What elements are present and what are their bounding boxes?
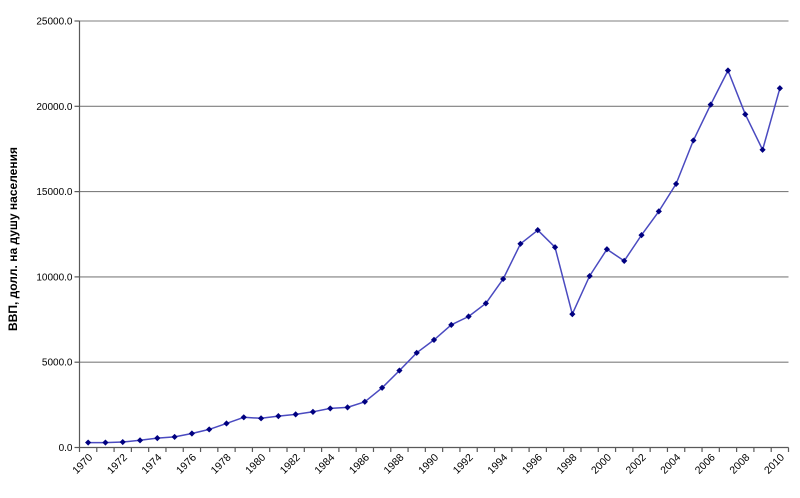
data-point-marker — [655, 208, 662, 215]
data-point-marker — [569, 310, 576, 318]
data-point-marker — [413, 349, 420, 356]
data-point-marker — [136, 437, 144, 444]
x-tick-label: 1994 — [485, 452, 510, 477]
x-tick-label: 1990 — [416, 452, 441, 477]
x-tick-label: 1984 — [312, 452, 337, 477]
y-axis-ticks — [74, 20, 80, 449]
data-point-marker — [379, 384, 386, 391]
data-point-marker — [603, 246, 611, 253]
y-tick-label: 15000.0 — [36, 187, 73, 198]
data-point-marker — [672, 180, 680, 188]
x-tick-label: 2004 — [658, 452, 683, 477]
data-point-marker — [586, 272, 593, 280]
data-point-marker — [534, 227, 541, 234]
data-point-marker — [85, 439, 92, 446]
gridlines — [79, 20, 789, 363]
x-tick-label: 1974 — [139, 452, 164, 477]
x-axis-ticks — [78, 447, 790, 452]
data-point-marker — [206, 426, 213, 433]
x-tick-label: 1976 — [174, 452, 199, 477]
data-point-marker — [465, 313, 472, 320]
x-tick-label: 1970 — [70, 452, 95, 477]
data-point-marker — [119, 438, 126, 446]
data-point-marker — [102, 439, 109, 446]
data-point-marker — [361, 398, 368, 405]
x-tick-label: 2010 — [762, 452, 787, 477]
data-point-marker — [430, 336, 438, 343]
data-point-marker — [742, 111, 749, 118]
x-tick-label: 1992 — [451, 452, 476, 477]
data-point-marker — [257, 415, 265, 422]
data-point-marker — [621, 257, 628, 264]
x-axis-tick-labels: 1970 1972 1974 1976 1978 1980 1982 1984 1986 1988… — [70, 452, 787, 477]
data-point-marker — [223, 420, 230, 427]
data-point-marker — [292, 411, 299, 418]
data-point-marker — [707, 101, 714, 108]
data-point-marker — [309, 408, 317, 415]
data-point-marker — [171, 433, 178, 441]
x-tick-label: 1986 — [347, 452, 372, 477]
x-tick-label: 1982 — [278, 452, 303, 477]
data-point-marker — [482, 300, 489, 307]
x-tick-label: 1998 — [554, 452, 579, 477]
data-point-marker — [344, 404, 351, 411]
data-point-marker — [188, 430, 196, 437]
data-point-marker — [396, 367, 403, 374]
x-tick-label: 1972 — [105, 452, 130, 477]
data-point-marker — [776, 85, 783, 92]
y-tick-label: 10000.0 — [36, 272, 73, 283]
data-point-marker — [551, 244, 559, 251]
y-tick-label: 5000.0 — [42, 358, 73, 369]
y-tick-label: 0.0 — [59, 443, 73, 454]
data-point-marker — [500, 275, 507, 283]
axes — [78, 21, 789, 449]
y-tick-label: 20000.0 — [36, 102, 73, 113]
x-tick-label: 1996 — [520, 452, 545, 477]
data-series — [85, 67, 783, 446]
x-tick-label: 1988 — [382, 452, 407, 477]
x-tick-label: 1980 — [243, 452, 268, 477]
x-tick-label: 2000 — [589, 452, 614, 477]
x-tick-label: 2008 — [727, 452, 752, 477]
data-point-marker — [240, 414, 247, 421]
data-point-marker — [638, 232, 645, 239]
data-point-marker — [327, 405, 334, 412]
y-axis-title: ВВП, долл. на душу населения — [6, 147, 20, 331]
data-point-marker — [690, 137, 697, 144]
y-tick-label: 25000.0 — [36, 17, 73, 28]
x-tick-label: 1978 — [209, 452, 234, 477]
series-line — [88, 69, 781, 444]
data-point-marker — [724, 67, 732, 74]
x-tick-label: 2006 — [693, 452, 718, 477]
data-point-marker — [759, 146, 766, 153]
data-point-marker — [448, 321, 455, 328]
data-point-marker — [275, 413, 282, 420]
data-point-marker — [517, 240, 524, 247]
y-axis-tick-labels: 0.0 5000.0 10000.0 15000.0 20000.0 25000.0 — [36, 17, 73, 455]
x-tick-label: 2002 — [624, 452, 649, 477]
data-point-marker — [154, 435, 161, 442]
